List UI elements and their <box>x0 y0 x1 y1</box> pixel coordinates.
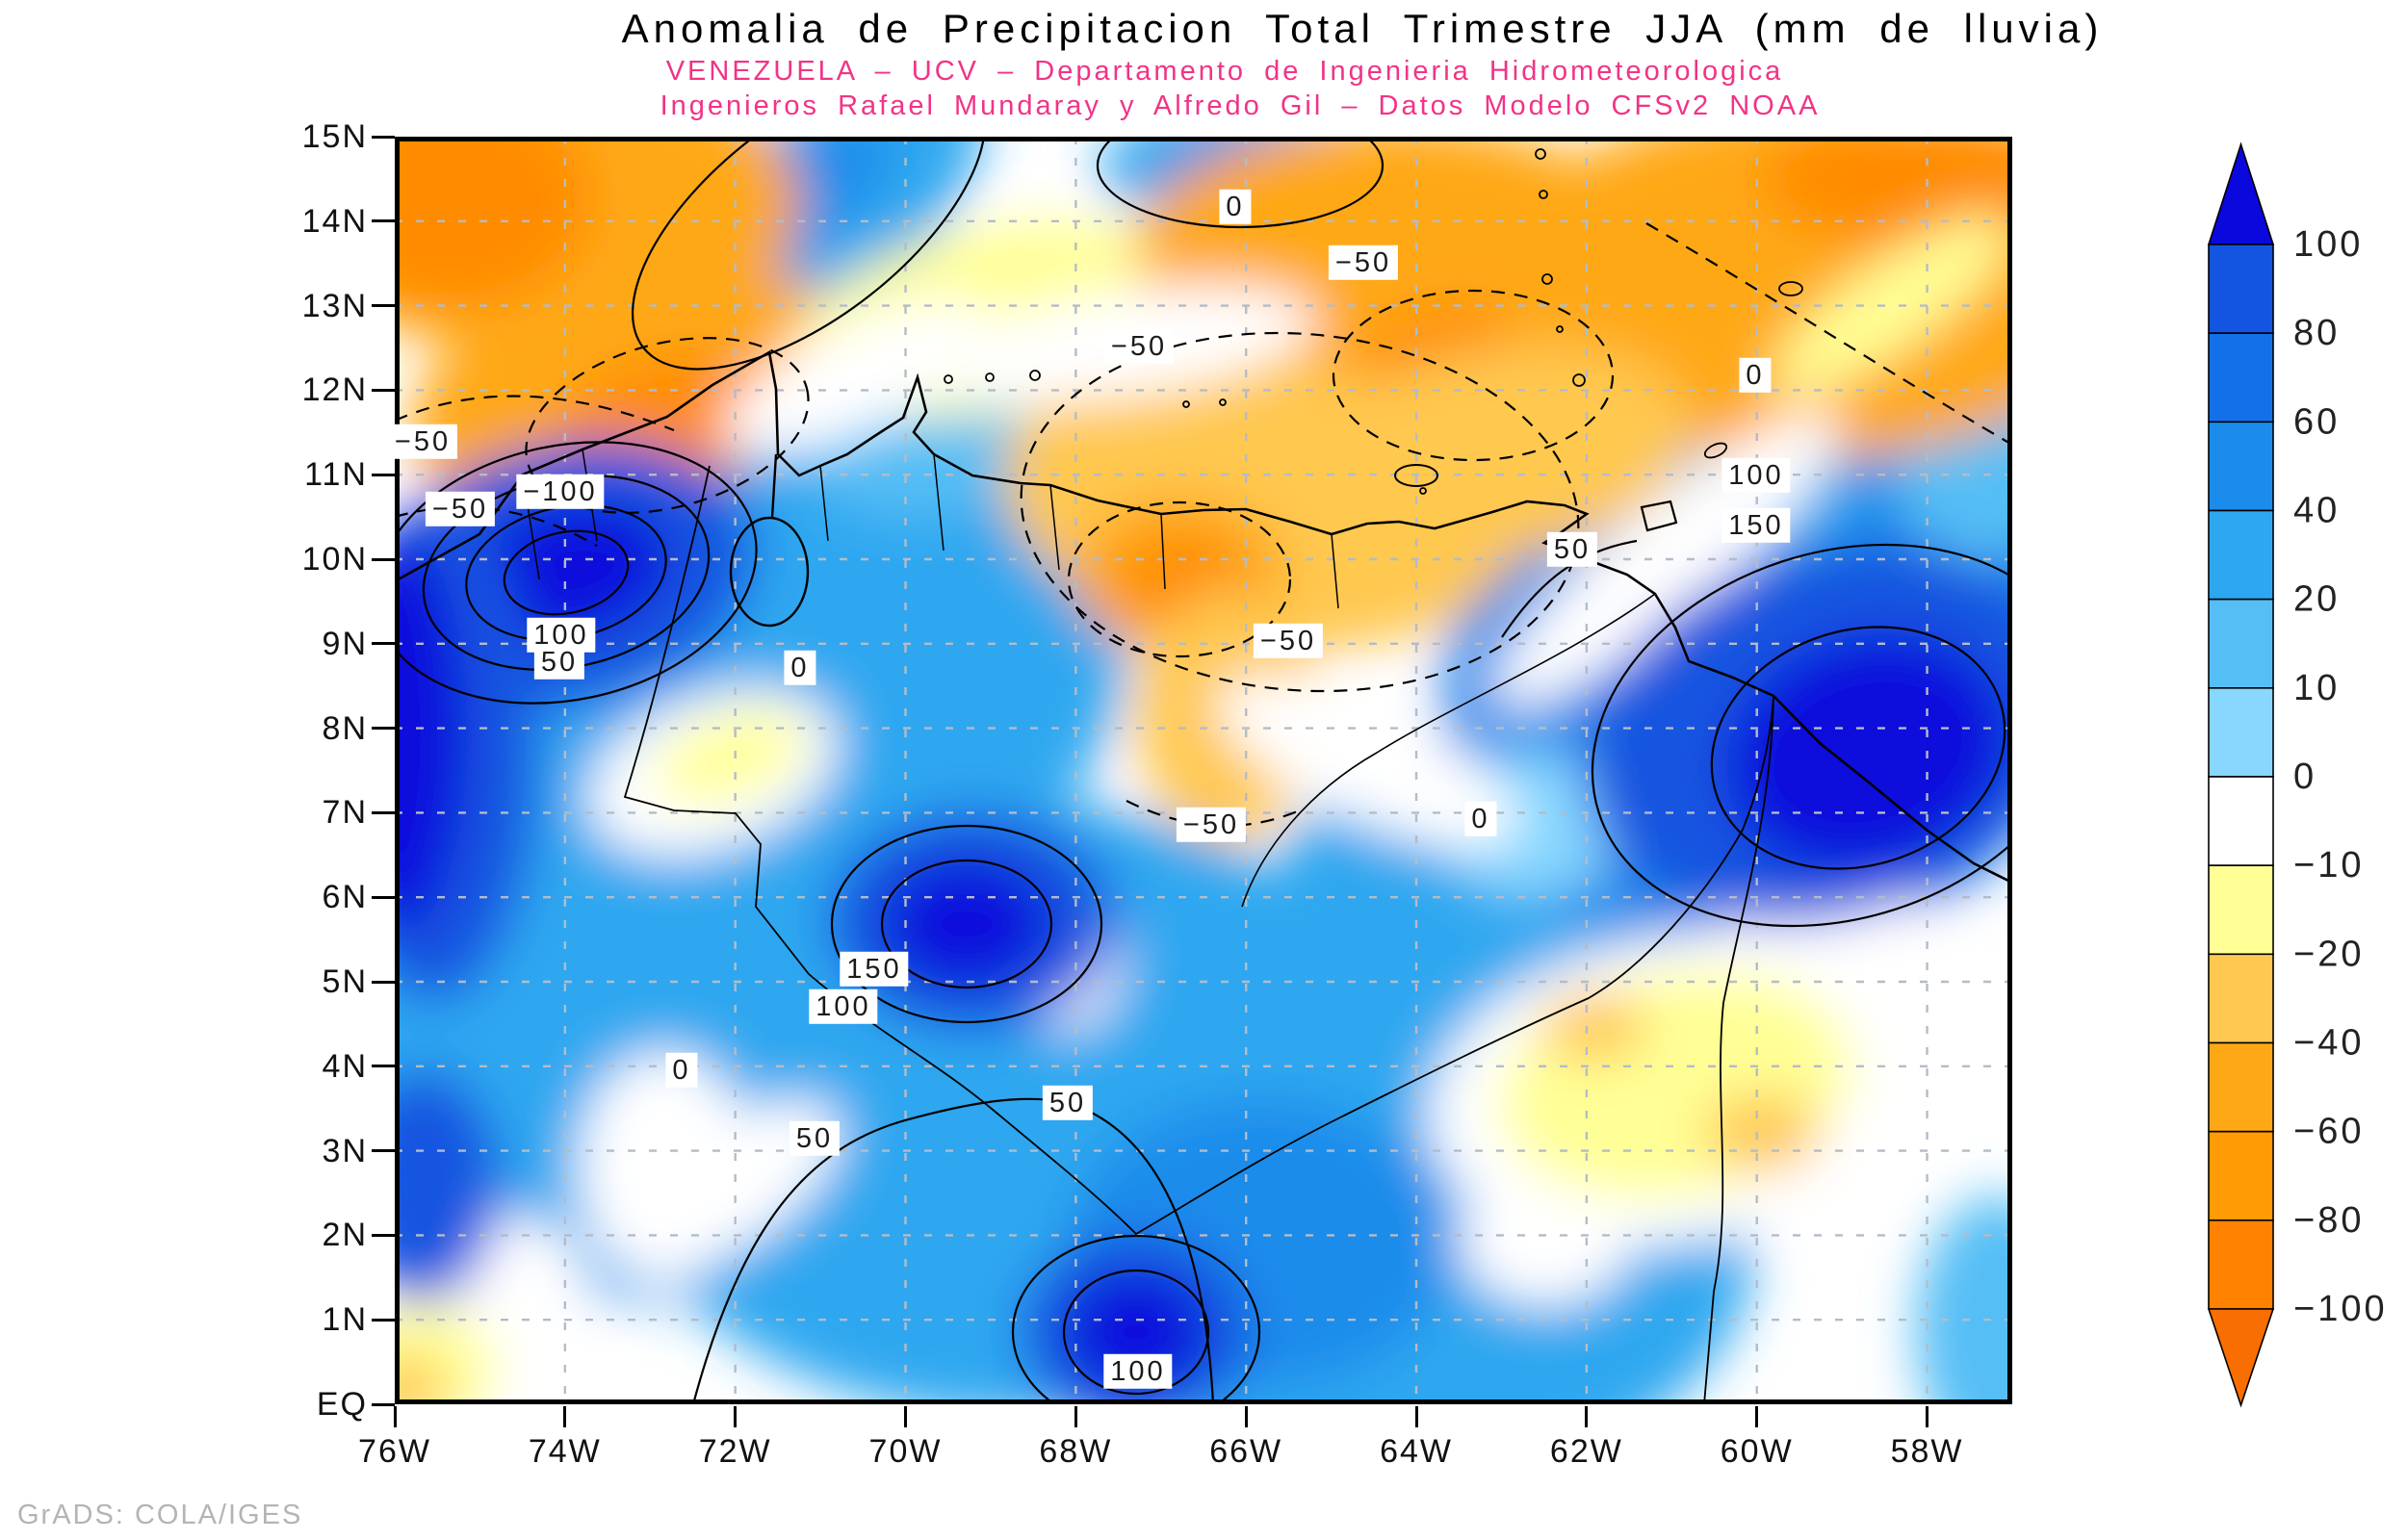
colorbar-segment <box>2208 1130 2274 1221</box>
y-axis-label: 5N <box>322 963 368 1000</box>
y-axis-label: 6N <box>322 879 368 916</box>
colorbar-segment <box>2208 332 2274 424</box>
subtitle-institution: VENEZUELA – UCV – Departamento de Ingeni… <box>665 56 1784 87</box>
y-axis-label: 8N <box>322 709 368 747</box>
y-axis-label: 2N <box>322 1217 368 1254</box>
colorbar-label: 100 <box>2293 224 2363 265</box>
colorbar-label: 80 <box>2293 313 2340 353</box>
colorbar-segment <box>2208 776 2274 866</box>
y-axis-tick <box>372 473 395 476</box>
page-title: Anomalia de Precipitacion Total Trimestr… <box>621 6 2104 51</box>
y-axis-tick <box>372 135 395 139</box>
y-axis-tick <box>372 1318 395 1322</box>
y-axis-tick <box>372 388 395 392</box>
x-axis-tick <box>393 1406 397 1427</box>
y-axis-label: EQ <box>316 1386 368 1423</box>
x-axis-label: 62W <box>1549 1433 1623 1470</box>
y-axis-tick <box>372 980 395 984</box>
colorbar-segment <box>2208 244 2274 334</box>
colorbar-label: 60 <box>2293 401 2340 442</box>
anomaly-field <box>395 137 2012 1404</box>
colorbar-segment <box>2208 864 2274 956</box>
colorbar-label: 10 <box>2293 668 2340 708</box>
y-axis-label: 14N <box>301 202 368 240</box>
y-axis-tick <box>372 557 395 561</box>
y-axis-label: 9N <box>322 625 368 662</box>
anomaly-contour-map <box>395 137 2012 1404</box>
colorbar-segment <box>2208 509 2274 601</box>
x-axis-label: 72W <box>698 1433 772 1470</box>
colorbar-label: −20 <box>2293 934 2364 974</box>
colorbar-segment <box>2208 598 2274 689</box>
plot-frame <box>395 137 2012 1404</box>
y-axis-tick <box>372 810 395 814</box>
x-axis-label: 66W <box>1209 1433 1283 1470</box>
x-axis-tick <box>1074 1406 1077 1427</box>
y-axis-label: 7N <box>322 794 368 832</box>
colorbar-label: −10 <box>2293 845 2364 886</box>
y-axis-tick <box>372 219 395 223</box>
x-axis-label: 70W <box>868 1433 943 1470</box>
map-plot <box>395 137 2012 1404</box>
colorbar-arrow <box>2207 1308 2275 1408</box>
x-axis-label: 68W <box>1039 1433 1113 1470</box>
colorbar-segment <box>2208 687 2274 778</box>
y-axis-label: 13N <box>301 287 368 324</box>
colorbar-label: −80 <box>2293 1200 2364 1241</box>
colorbar-arrow <box>2207 141 2275 245</box>
x-axis-label: 74W <box>528 1433 602 1470</box>
x-axis-tick <box>734 1406 738 1427</box>
grads-credit: GrADS: COLA/IGES <box>17 1500 303 1530</box>
colorbar-label: 20 <box>2293 579 2340 620</box>
y-axis-label: 1N <box>322 1301 368 1339</box>
colorbar-segment <box>2208 421 2274 512</box>
x-axis-tick <box>563 1406 567 1427</box>
y-axis-tick <box>372 727 395 731</box>
y-axis-tick <box>372 1065 395 1068</box>
colorbar-segment <box>2208 1219 2274 1310</box>
y-axis-tick <box>372 642 395 646</box>
x-axis-tick <box>1244 1406 1248 1427</box>
y-axis-tick <box>372 304 395 308</box>
x-axis-tick <box>1585 1406 1589 1427</box>
y-axis-tick <box>372 895 395 899</box>
y-axis-label: 10N <box>301 541 368 578</box>
colorbar-label: −40 <box>2293 1023 2364 1064</box>
colorbar-segment <box>2208 1041 2274 1133</box>
x-axis-label: 76W <box>358 1433 431 1470</box>
y-axis-tick <box>372 1402 395 1406</box>
x-axis-label: 64W <box>1380 1433 1453 1470</box>
y-axis-tick <box>372 1233 395 1237</box>
x-axis-label: 60W <box>1720 1433 1794 1470</box>
colorbar-label: 0 <box>2293 757 2316 797</box>
x-axis-tick <box>1414 1406 1418 1427</box>
x-axis-tick <box>904 1406 908 1427</box>
y-axis-label: 12N <box>301 372 368 409</box>
subtitle-authors: Ingenieros Rafael Mundaray y Alfredo Gil… <box>660 90 1821 121</box>
colorbar-label: −60 <box>2293 1112 2364 1152</box>
coastline-borders <box>395 148 2012 1404</box>
colorbar-label: −100 <box>2293 1289 2388 1329</box>
y-axis-label: 3N <box>322 1132 368 1169</box>
x-axis-tick <box>1755 1406 1759 1427</box>
y-axis-label: 15N <box>301 118 368 155</box>
x-axis-label: 58W <box>1890 1433 1964 1470</box>
colorbar-label: 40 <box>2293 491 2340 531</box>
x-axis-tick <box>1926 1406 1929 1427</box>
y-axis-label: 11N <box>304 456 368 494</box>
y-axis-tick <box>372 1149 395 1153</box>
y-axis-label: 4N <box>322 1047 368 1085</box>
colorbar-segment <box>2208 953 2274 1044</box>
